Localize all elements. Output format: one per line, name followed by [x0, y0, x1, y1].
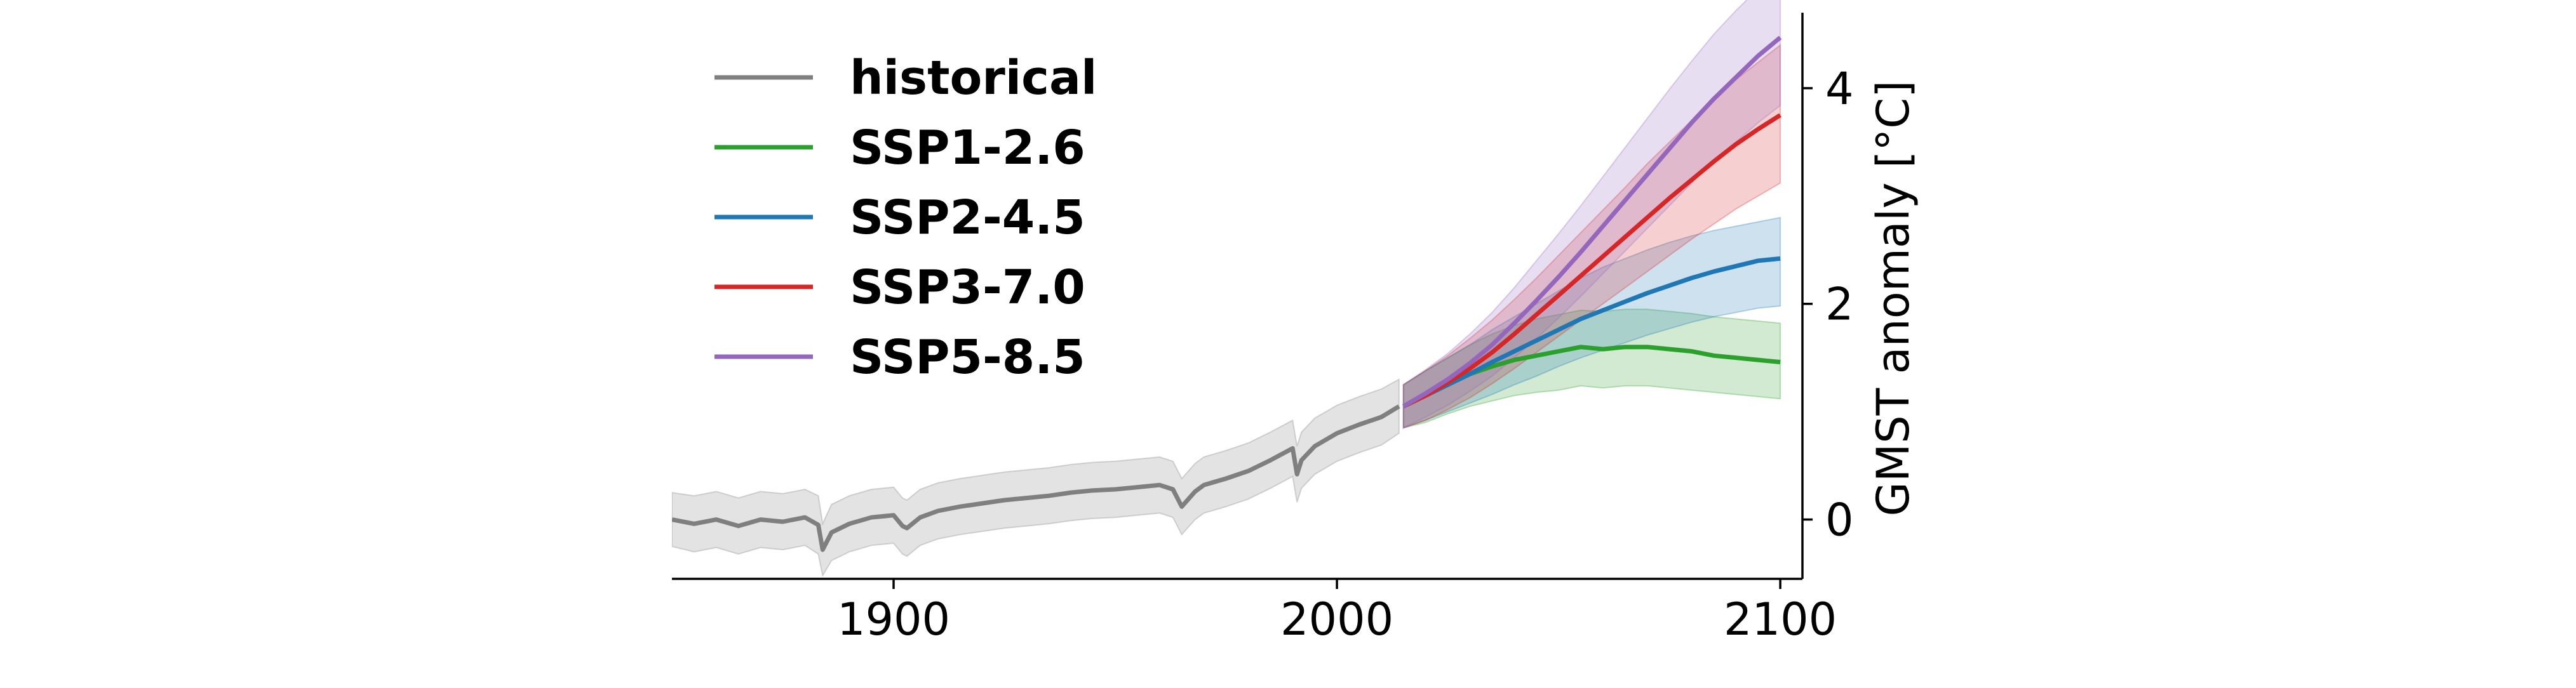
uncertainty-bands [672, 0, 1781, 578]
legend-label: SSP1-2.6 [850, 121, 1085, 175]
legend-label: SSP3-7.0 [850, 260, 1085, 315]
y-axis-label: GMST anomaly [°C] [1867, 81, 1919, 517]
ssp2-4-5-line [1402, 256, 1781, 409]
y-tick-label: 4 [1825, 63, 1854, 115]
ssp5-8-5-line [1402, 36, 1782, 409]
legend-entry-ssp5-8-5: SSP5-8.5 [714, 330, 1085, 385]
legend-entry-ssp1-2-6: SSP1-2.6 [714, 121, 1085, 175]
y-axis-ticks: 0 2 4 [1802, 63, 1854, 546]
axes [672, 13, 1804, 580]
x-tick-label: 1900 [837, 593, 950, 645]
legend-label: SSP2-4.5 [850, 190, 1085, 245]
legend-entry-historical: historical [714, 51, 1097, 105]
legend-label: SSP5-8.5 [850, 330, 1085, 385]
ssp3-7-0-line [1402, 113, 1781, 409]
x-tick-label: 2100 [1724, 593, 1837, 645]
x-tick-label: 2000 [1280, 593, 1393, 645]
series-lines [672, 36, 1782, 552]
historical-line [672, 404, 1400, 552]
ssp2-4-5-band [1402, 216, 1781, 429]
legend-entry-ssp2-4-5: SSP2-4.5 [714, 190, 1085, 245]
x-axis-ticks: 1900 2000 2100 [837, 579, 1837, 645]
legend-entry-ssp3-7-0: SSP3-7.0 [714, 260, 1085, 315]
y-tick-label: 2 [1825, 279, 1854, 331]
legend: historical SSP1-2.6 SSP2-4.5 SSP3-7.0 SSP5-8… [714, 51, 1097, 385]
legend-label: historical [850, 51, 1097, 105]
y-tick-label: 0 [1825, 494, 1854, 546]
historical-band [672, 378, 1400, 578]
